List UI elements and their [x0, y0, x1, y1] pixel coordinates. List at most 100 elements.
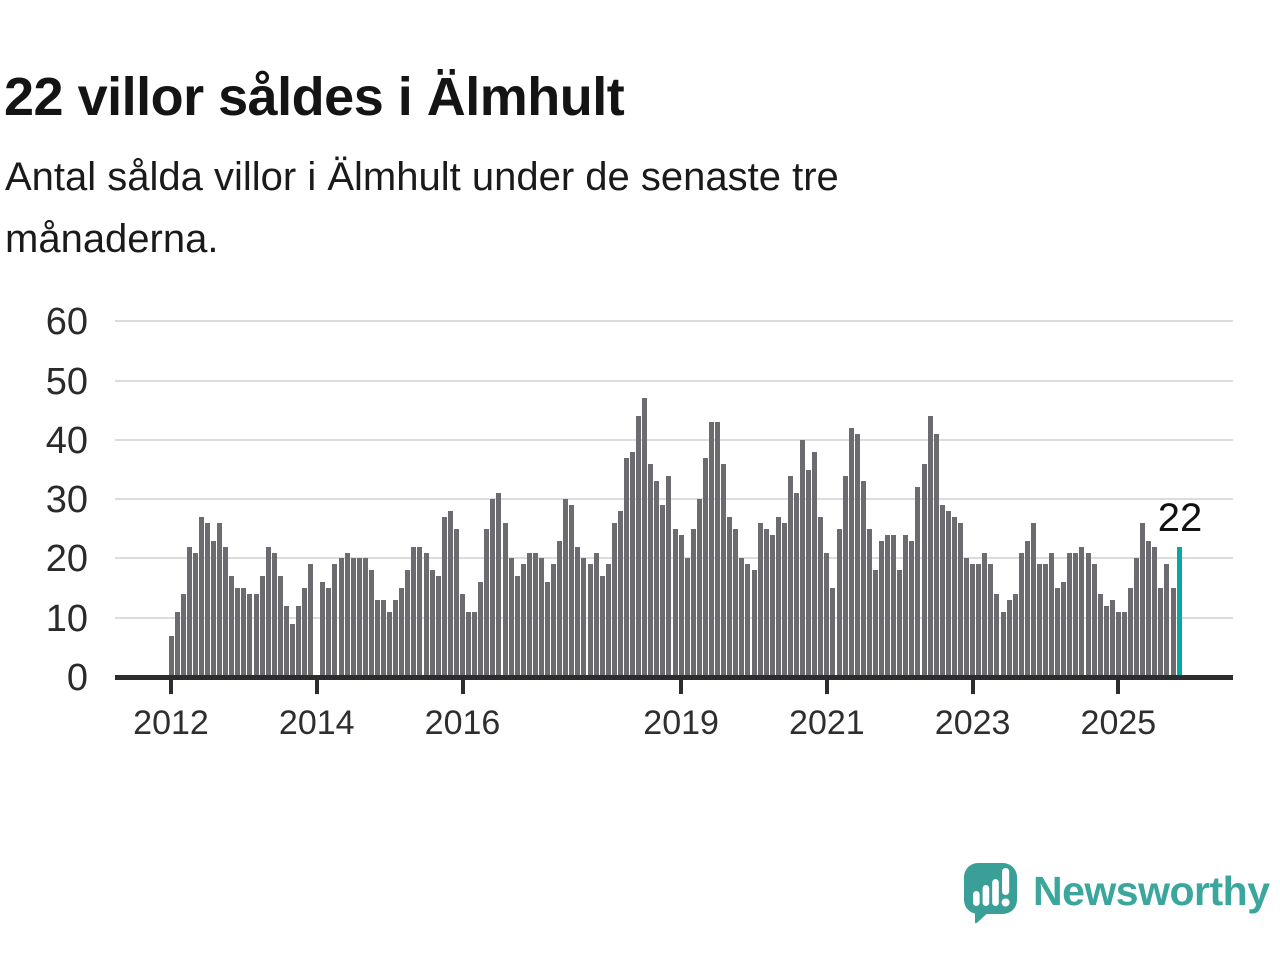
bar	[684, 558, 690, 677]
bar	[320, 582, 326, 677]
bar	[715, 422, 721, 677]
bar	[787, 475, 793, 677]
bar	[957, 522, 963, 677]
bar	[921, 463, 927, 677]
bar	[769, 534, 775, 677]
x-axis-label: 2025	[1080, 704, 1157, 742]
bar	[1006, 599, 1012, 677]
bar	[466, 611, 472, 677]
bar	[538, 558, 544, 677]
bar	[423, 552, 429, 677]
bar	[399, 588, 405, 677]
bar	[587, 564, 593, 677]
bar	[775, 517, 781, 677]
bar	[642, 398, 648, 677]
bar	[690, 528, 696, 677]
bar	[296, 605, 302, 677]
bar	[180, 594, 186, 677]
bar	[1061, 582, 1067, 677]
bar	[259, 576, 265, 677]
bar	[1018, 552, 1024, 677]
bar	[1109, 599, 1115, 677]
bar	[520, 564, 526, 677]
bar	[429, 570, 435, 677]
bar	[1121, 611, 1127, 677]
bar	[453, 528, 459, 677]
bar	[1158, 588, 1164, 677]
bar	[964, 558, 970, 677]
bar	[976, 564, 982, 677]
x-axis-label: 2021	[789, 704, 865, 742]
bar	[447, 511, 453, 677]
bar	[289, 623, 295, 677]
bar	[897, 570, 903, 677]
bar	[374, 599, 380, 677]
bar	[745, 564, 751, 677]
axis-tick	[1116, 680, 1121, 694]
bar	[611, 522, 617, 677]
newsworthy-logo-text: Newsworthy	[1033, 867, 1270, 914]
bar	[283, 605, 289, 677]
bar	[672, 528, 678, 677]
bar	[739, 558, 745, 677]
bar	[848, 428, 854, 677]
bar	[417, 546, 423, 677]
page-title: 22 villor såldes i Älmhult	[4, 67, 625, 128]
bar	[1103, 605, 1109, 677]
bar	[368, 570, 374, 677]
bar	[192, 552, 198, 677]
bar	[933, 434, 939, 677]
bar	[277, 576, 283, 677]
bar	[198, 517, 204, 677]
bar	[909, 540, 915, 677]
bar	[794, 493, 800, 677]
bar	[648, 463, 654, 677]
bar	[605, 564, 611, 677]
bar	[1134, 558, 1140, 677]
bar	[727, 517, 733, 677]
bar	[1030, 522, 1036, 677]
bar	[1152, 546, 1158, 677]
bar	[478, 582, 484, 677]
bar	[599, 576, 605, 677]
bar	[708, 422, 714, 677]
bar	[1024, 540, 1030, 677]
bar	[988, 564, 994, 677]
y-axis-label: 0	[66, 657, 88, 699]
bar	[1043, 564, 1048, 677]
bar	[387, 611, 393, 677]
gridline	[115, 438, 1233, 441]
bar	[472, 611, 478, 677]
bar	[860, 481, 866, 677]
bar	[702, 457, 708, 677]
x-axis-line	[115, 675, 1233, 680]
bar	[490, 499, 496, 677]
bar	[982, 552, 988, 677]
gridline	[115, 498, 1233, 501]
bar	[496, 493, 502, 677]
bar	[806, 469, 812, 677]
bar	[302, 588, 308, 677]
bar	[812, 451, 818, 677]
subtitle-line-2: månaderna.	[5, 217, 219, 261]
bar	[557, 540, 563, 677]
bar	[939, 505, 945, 677]
chart-subtitle: Antal sålda villor i Älmhult under de se…	[5, 146, 839, 270]
bar	[168, 635, 174, 677]
bar	[217, 522, 223, 677]
bar	[338, 558, 344, 677]
bar	[247, 594, 253, 677]
x-axis-label: 2014	[278, 704, 355, 742]
bar	[514, 576, 520, 677]
bar	[1049, 552, 1055, 677]
bar	[800, 439, 806, 677]
axis-tick	[169, 680, 173, 694]
bar	[891, 534, 897, 677]
bar	[223, 546, 229, 677]
bar	[757, 522, 763, 677]
bar	[970, 564, 976, 677]
y-axis-label: 50	[45, 360, 88, 403]
bar	[405, 570, 411, 677]
y-axis-label: 30	[45, 479, 88, 522]
y-axis-label: 20	[45, 538, 88, 581]
